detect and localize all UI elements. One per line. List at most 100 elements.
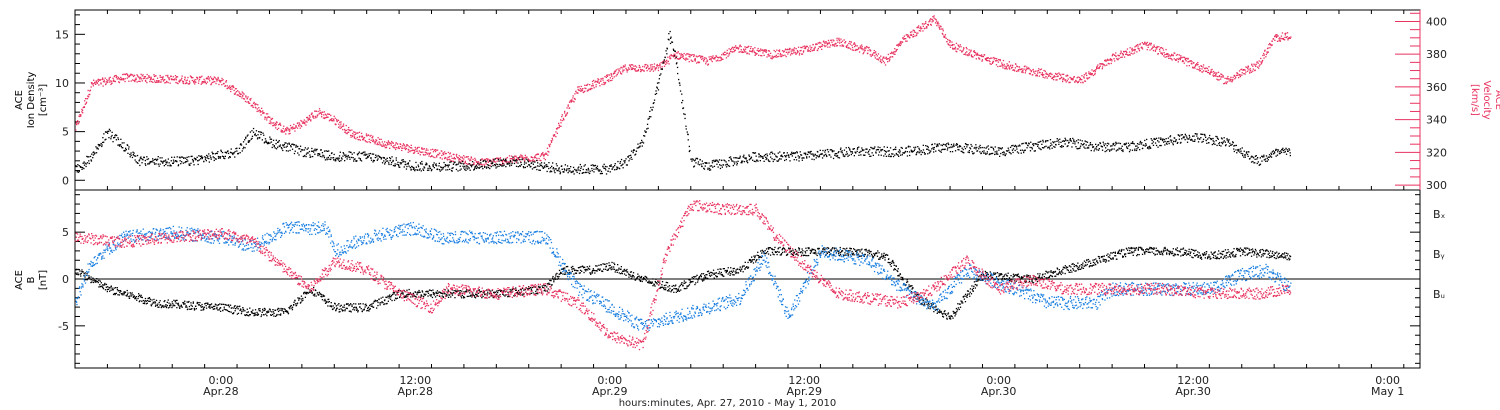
data-point (802, 51, 805, 53)
data-point (943, 35, 945, 37)
data-point (1064, 79, 1066, 82)
data-point (1099, 63, 1101, 65)
data-point (895, 152, 897, 155)
data-point (149, 161, 151, 163)
data-point (632, 151, 634, 154)
data-point (113, 137, 115, 139)
data-point (154, 80, 156, 82)
data-point (97, 143, 99, 146)
data-point (1202, 140, 1204, 143)
data-point (180, 156, 182, 158)
data-point (704, 57, 706, 59)
data-point (902, 37, 904, 39)
data-point (1182, 136, 1184, 139)
data-point (1289, 37, 1291, 39)
data-point (681, 93, 683, 95)
bfield-axis-label-line: ACE (14, 270, 25, 290)
data-point (580, 85, 582, 88)
data-point (657, 69, 660, 72)
data-point (570, 100, 573, 102)
data-point (999, 59, 1001, 61)
data-point (768, 50, 770, 52)
data-point (766, 56, 768, 58)
data-point (608, 167, 610, 170)
data-point (918, 25, 920, 27)
data-point (956, 51, 958, 53)
data-point (641, 145, 643, 147)
data-point (1080, 143, 1082, 145)
data-point (923, 23, 925, 25)
data-point (748, 159, 750, 161)
data-point (540, 160, 542, 162)
data-point (234, 93, 236, 95)
data-point (397, 147, 399, 149)
data-point (88, 94, 90, 96)
data-point (574, 98, 576, 101)
data-point (772, 152, 774, 155)
data-point (889, 56, 892, 58)
data-point (432, 165, 434, 168)
data-point (424, 154, 427, 156)
data-point (743, 161, 746, 163)
data-point (169, 165, 171, 167)
data-point (357, 138, 359, 141)
data-point (495, 161, 497, 163)
data-point (1173, 140, 1175, 142)
data-point (679, 53, 681, 55)
data-point (703, 168, 706, 170)
data-point (1141, 46, 1143, 49)
data-point (112, 79, 115, 81)
data-point (793, 159, 795, 161)
data-point (761, 49, 763, 51)
data-point (323, 111, 325, 113)
data-point (1261, 61, 1263, 64)
data-point (445, 164, 447, 167)
data-point (692, 60, 694, 62)
data-point (787, 48, 789, 50)
data-point (418, 150, 420, 152)
data-point (653, 66, 655, 68)
data-point (622, 163, 624, 165)
data-point (1154, 50, 1157, 52)
data-point (402, 159, 404, 161)
data-point (229, 151, 232, 153)
data-point (1045, 145, 1047, 147)
data-point (195, 158, 197, 160)
data-point (196, 78, 199, 80)
data-point (1008, 149, 1010, 151)
data-point (398, 146, 400, 148)
data-point (1215, 73, 1217, 75)
data-point (1144, 145, 1146, 147)
data-point (510, 158, 513, 160)
data-point (377, 137, 379, 139)
data-point (177, 165, 179, 167)
data-point (493, 160, 495, 162)
data-point (1267, 47, 1269, 49)
data-point (122, 147, 124, 149)
data-point (1243, 69, 1245, 71)
data-point (298, 122, 301, 124)
data-point (1091, 74, 1093, 76)
data-point (422, 169, 425, 171)
data-point (151, 80, 153, 83)
data-point (825, 153, 827, 155)
data-point (996, 58, 998, 60)
data-point (771, 151, 773, 153)
data-point (275, 124, 277, 126)
data-point (788, 156, 790, 158)
data-point (327, 156, 329, 159)
data-point (1179, 57, 1181, 60)
data-point (714, 58, 716, 60)
data-point (642, 142, 645, 144)
data-point (485, 167, 488, 169)
data-point (938, 149, 940, 151)
data-point (1203, 70, 1205, 72)
data-point (1018, 70, 1020, 72)
data-point (1265, 56, 1267, 58)
data-point (654, 93, 656, 95)
data-point (432, 151, 435, 153)
data-point (277, 127, 280, 129)
data-point (237, 90, 239, 92)
data-point (1287, 38, 1289, 40)
data-point (1052, 141, 1054, 143)
